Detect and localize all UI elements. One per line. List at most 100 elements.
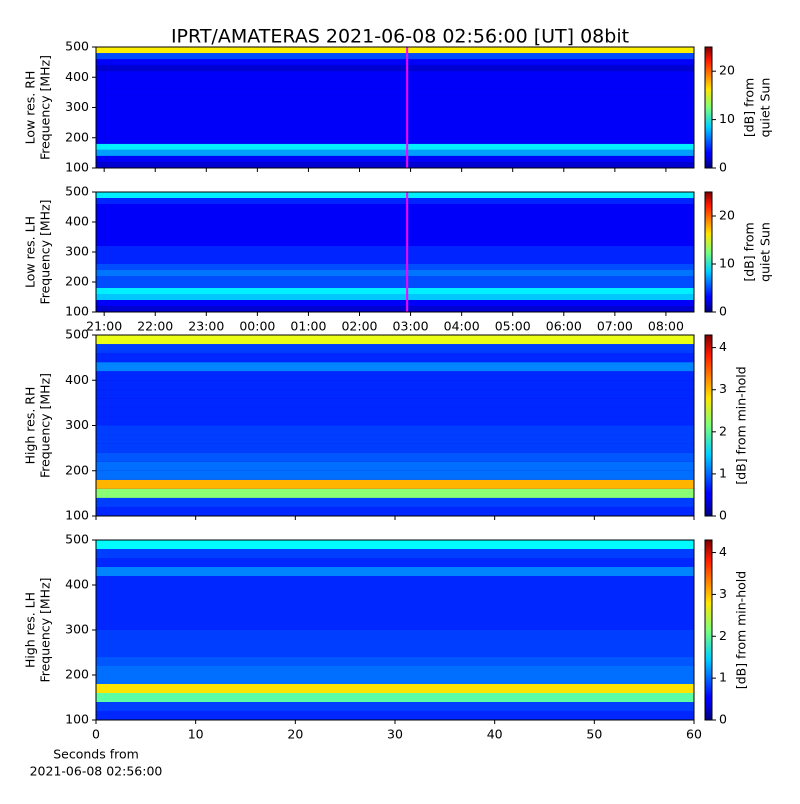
heatmap-row bbox=[96, 192, 694, 198]
heatmap-row bbox=[96, 407, 694, 417]
heatmap-row bbox=[96, 567, 694, 576]
y-tick-label: 500 bbox=[65, 184, 89, 199]
x-tick-label: 0 bbox=[92, 727, 100, 742]
figure-title: IPRT/AMATERAS 2021-06-08 02:56:00 [UT] 0… bbox=[171, 26, 629, 48]
colorbar-label: quiet Sun bbox=[758, 222, 773, 282]
heatmap-row bbox=[96, 216, 694, 222]
colorbar bbox=[704, 46, 713, 169]
heatmap-row bbox=[96, 585, 694, 594]
heatmap-row bbox=[96, 434, 694, 444]
y-tick-label: 300 bbox=[65, 622, 89, 637]
heatmap-row bbox=[96, 693, 694, 702]
heatmap-row bbox=[96, 240, 694, 246]
heatmap-row bbox=[96, 452, 694, 462]
colorbar-label: [dB] from min-hold bbox=[734, 366, 749, 484]
y-axis-label: Frequency [MHz] bbox=[38, 577, 53, 682]
y-tick-label: 200 bbox=[65, 274, 89, 289]
heatmap-row bbox=[96, 684, 694, 693]
x-tick-label: 21:00 bbox=[86, 319, 122, 334]
x-tick-label: 05:00 bbox=[495, 319, 531, 334]
x-tick-label: 04:00 bbox=[444, 319, 480, 334]
colorbar-tick-label: 4 bbox=[719, 339, 727, 354]
y-tick-label: 200 bbox=[65, 462, 89, 477]
heatmap-row bbox=[96, 389, 694, 399]
y-tick-label: 300 bbox=[65, 99, 89, 114]
heatmap-row bbox=[96, 101, 694, 108]
y-axis-label: Frequency [MHz] bbox=[38, 55, 53, 160]
x-tick-label: 02:00 bbox=[341, 319, 377, 334]
heatmap-row bbox=[96, 711, 694, 720]
heatmap-row bbox=[96, 234, 694, 240]
heatmap-row bbox=[96, 119, 694, 126]
heatmap-row bbox=[96, 107, 694, 114]
x-tick-label: 23:00 bbox=[188, 319, 224, 334]
y-axis-label: Low res. LH bbox=[23, 216, 38, 288]
heatmap-row bbox=[96, 204, 694, 210]
heatmap-row bbox=[96, 282, 694, 288]
y-axis-label: High res. RH bbox=[23, 387, 38, 465]
colorbar-tick-label: 1 bbox=[719, 465, 727, 480]
heatmap-row bbox=[96, 639, 694, 648]
heatmap-row bbox=[96, 371, 694, 381]
x-axis-label: Seconds from bbox=[53, 747, 139, 762]
heatmap-row bbox=[96, 252, 694, 258]
x-tick-label: 60 bbox=[686, 727, 702, 742]
heatmap-row bbox=[96, 506, 694, 516]
heatmap-row bbox=[96, 113, 694, 120]
heatmap-row bbox=[96, 210, 694, 216]
heatmap-row bbox=[96, 630, 694, 639]
heatmap-row bbox=[96, 258, 694, 264]
heatmap-row bbox=[96, 594, 694, 603]
heatmap-row bbox=[96, 425, 694, 435]
heatmap-row bbox=[96, 443, 694, 453]
heatmap-row bbox=[96, 270, 694, 276]
y-tick-label: 300 bbox=[65, 417, 89, 432]
heatmap-row bbox=[96, 675, 694, 684]
heatmap-row bbox=[96, 576, 694, 585]
heatmap-row bbox=[96, 335, 694, 345]
heatmap-row bbox=[96, 461, 694, 471]
y-tick-label: 400 bbox=[65, 577, 89, 592]
heatmap-row bbox=[96, 246, 694, 252]
colorbar-label: [dB] from min-hold bbox=[734, 571, 749, 689]
y-tick-label: 100 bbox=[65, 712, 89, 727]
colorbar-tick-label: 0 bbox=[719, 160, 727, 175]
heatmap-row bbox=[96, 131, 694, 138]
heatmap-row bbox=[96, 222, 694, 228]
colorbar-tick-label: 3 bbox=[719, 586, 727, 601]
heatmap-row bbox=[96, 125, 694, 132]
y-tick-label: 100 bbox=[65, 160, 89, 175]
colorbar-tick-label: 20 bbox=[719, 208, 735, 223]
heatmap-row bbox=[96, 362, 694, 372]
x-tick-label: 20 bbox=[287, 727, 303, 742]
heatmap-row bbox=[96, 306, 694, 312]
colorbar-tick-label: 2 bbox=[719, 628, 727, 643]
heatmap-row bbox=[96, 603, 694, 612]
colorbar-label: [dB] from bbox=[742, 222, 757, 281]
heatmap-row bbox=[96, 83, 694, 90]
colorbar bbox=[704, 539, 713, 721]
heatmap-row bbox=[96, 71, 694, 78]
heatmap-row bbox=[96, 137, 694, 144]
heatmap-row bbox=[96, 47, 694, 54]
colorbar-tick-label: 0 bbox=[719, 712, 727, 727]
heatmap-row bbox=[96, 380, 694, 390]
heatmap-row bbox=[96, 702, 694, 711]
y-tick-label: 500 bbox=[65, 532, 89, 547]
heatmap-row bbox=[96, 53, 694, 60]
colorbar-label: [dB] from bbox=[742, 78, 757, 137]
x-tick-label: 08:00 bbox=[648, 319, 684, 334]
y-tick-label: 100 bbox=[65, 304, 89, 319]
heatmap-row bbox=[96, 300, 694, 306]
heatmap-row bbox=[96, 621, 694, 630]
colorbar-tick-label: 20 bbox=[719, 63, 735, 78]
y-axis-label: Low res. RH bbox=[23, 71, 38, 145]
x-tick-label: 06:00 bbox=[546, 319, 582, 334]
colorbar-tick-label: 10 bbox=[719, 256, 735, 271]
x-tick-label: 40 bbox=[487, 727, 503, 742]
colorbar bbox=[704, 334, 713, 517]
colorbar-tick-label: 3 bbox=[719, 381, 727, 396]
heatmap-row bbox=[96, 558, 694, 567]
heatmap-row bbox=[96, 398, 694, 408]
